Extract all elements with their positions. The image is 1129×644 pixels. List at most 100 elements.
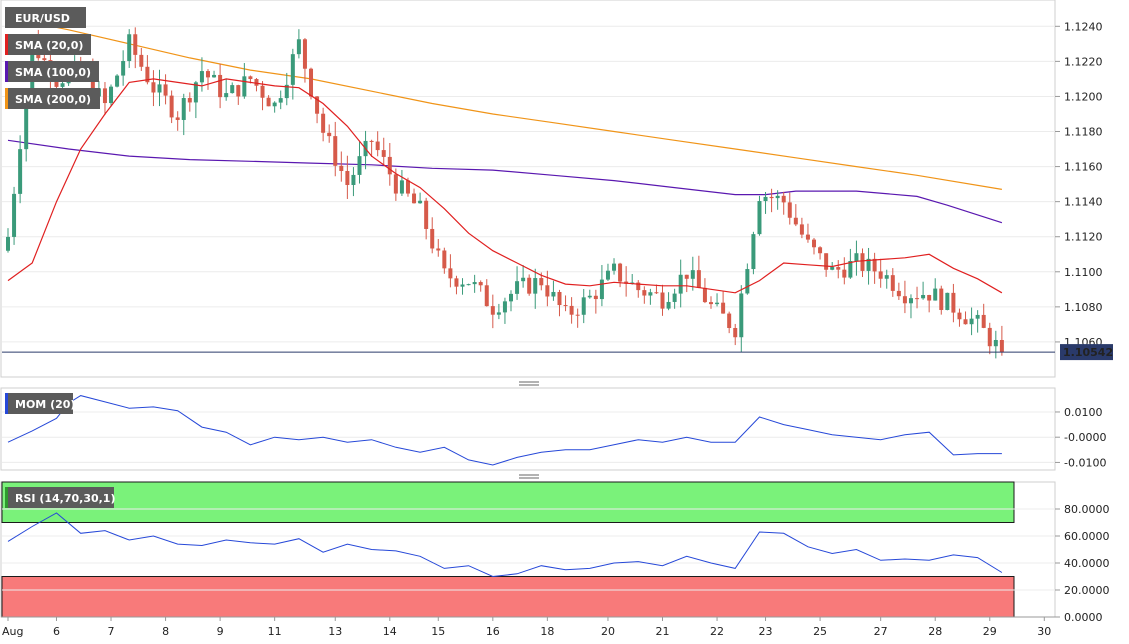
candle-body: [999, 339, 1004, 353]
date-tick-label: 21: [656, 625, 670, 638]
sma-20-line: [7, 78, 1003, 294]
momentum-path: [7, 395, 1002, 466]
date-tick-label: 13: [328, 625, 342, 638]
candle-body: [357, 156, 362, 175]
candle-body: [563, 305, 568, 307]
candle-body: [702, 287, 707, 303]
candle-body: [321, 113, 326, 133]
candle-body: [393, 174, 398, 194]
candle-body: [708, 302, 713, 305]
date-tick-label: 30: [1037, 625, 1051, 638]
candle-body: [818, 247, 823, 254]
candle-body: [739, 293, 744, 338]
candle-body: [121, 61, 126, 76]
momentum-axis-tick-label: -0.0100: [1064, 456, 1106, 469]
legend-item-swatch: [5, 61, 8, 82]
candle-body: [727, 313, 732, 329]
candle-body: [381, 150, 386, 157]
candle-body: [187, 98, 192, 103]
legend-item-label: SMA (20,0): [15, 39, 83, 52]
candle-body: [6, 236, 10, 251]
legend-item-bg: [5, 88, 100, 109]
momentum-legend-item-swatch: [5, 393, 8, 414]
candle-body: [157, 84, 162, 93]
candle-body: [733, 328, 738, 338]
candle-body: [642, 290, 647, 296]
candle-body: [569, 305, 574, 315]
candle-body: [509, 293, 513, 302]
candle-body: [933, 288, 938, 301]
candle-body: [696, 270, 701, 288]
momentum-axis-tick-label: -0.0000: [1064, 431, 1106, 444]
candle-body: [478, 282, 483, 286]
candle-body: [266, 97, 271, 107]
candle-body: [133, 34, 138, 55]
candle-body: [854, 253, 859, 261]
candle-body: [872, 258, 877, 272]
candle-body: [787, 202, 792, 218]
candle-body: [309, 68, 314, 97]
candle-body: [496, 312, 501, 315]
candle-body: [775, 195, 780, 199]
candle-body: [405, 180, 410, 194]
candle-body: [205, 71, 210, 78]
candle-body: [351, 174, 356, 185]
momentum-legend: MOM (20): [5, 393, 75, 414]
legend-item: EUR/USD: [5, 7, 86, 28]
candle-body: [605, 270, 610, 280]
candle-body: [436, 248, 441, 251]
candle-body: [109, 86, 114, 104]
candle-body: [24, 93, 29, 150]
rsi-legend-item-bg: [5, 487, 114, 508]
candle-body: [799, 224, 804, 235]
rsi-bands: [1, 481, 1015, 618]
pane-resize-handle-2[interactable]: [519, 474, 539, 479]
candle-body: [12, 193, 17, 237]
candle-body: [769, 196, 774, 199]
rsi-legend-item-label: RSI (14,70,30,1): [15, 492, 115, 505]
candle-body: [387, 156, 392, 175]
rsi-axis-tick-label: 40.0000: [1064, 557, 1110, 570]
price-gridlines: [2, 25, 1055, 343]
legend-item-bg: [5, 61, 99, 82]
rsi-axis-tick-label: 20.0000: [1064, 584, 1110, 597]
candle-body: [412, 193, 417, 204]
date-tick-label: 22: [710, 625, 724, 638]
price-pane: 1.1240 1.1220 1.1200 1.1180 1.1160 1.1140 1.11…: [0, 0, 1113, 378]
candle-body: [860, 253, 865, 271]
candle-body: [684, 274, 689, 279]
candle-body: [969, 318, 974, 325]
momentum-legend-item-label: MOM (20): [15, 398, 75, 411]
price-pane-frame: [0, 0, 1056, 378]
date-tick-label: Aug: [2, 625, 23, 638]
candle-body: [618, 263, 623, 282]
price-axis-tick-label: 1.1180: [1064, 126, 1103, 139]
candle-body: [127, 34, 132, 62]
candle-body: [315, 96, 320, 114]
candle-body: [369, 140, 374, 142]
price-axis-tick-label: 1.1120: [1064, 231, 1103, 244]
rsi-axis: 80.0000 60.0000 40.0000 20.0000 0.0000: [1055, 503, 1110, 624]
candle-body: [599, 279, 604, 300]
date-tick-label: 25: [813, 625, 827, 638]
date-tick-label: 9: [217, 625, 224, 638]
candle-body: [890, 275, 895, 291]
candle-body: [878, 271, 883, 279]
candle-body: [836, 267, 841, 270]
candle-body: [690, 270, 695, 279]
date-tick-label: 14: [383, 625, 397, 638]
candle-body: [448, 268, 453, 279]
candle-body: [442, 250, 447, 269]
candle-body: [575, 314, 580, 316]
candle-body: [539, 278, 544, 286]
candle-body: [721, 302, 726, 314]
candle-body: [763, 196, 768, 202]
date-tick-label: 20: [601, 625, 615, 638]
pane-resize-handle-1[interactable]: [519, 381, 539, 386]
candle-body: [248, 76, 253, 80]
candle-body: [272, 102, 277, 107]
candle-body: [848, 260, 853, 278]
price-axis: 1.1240 1.1220 1.1200 1.1180 1.1160 1.1140 1.11…: [1055, 20, 1103, 349]
candle-body: [963, 319, 968, 325]
candle-body: [302, 39, 307, 69]
